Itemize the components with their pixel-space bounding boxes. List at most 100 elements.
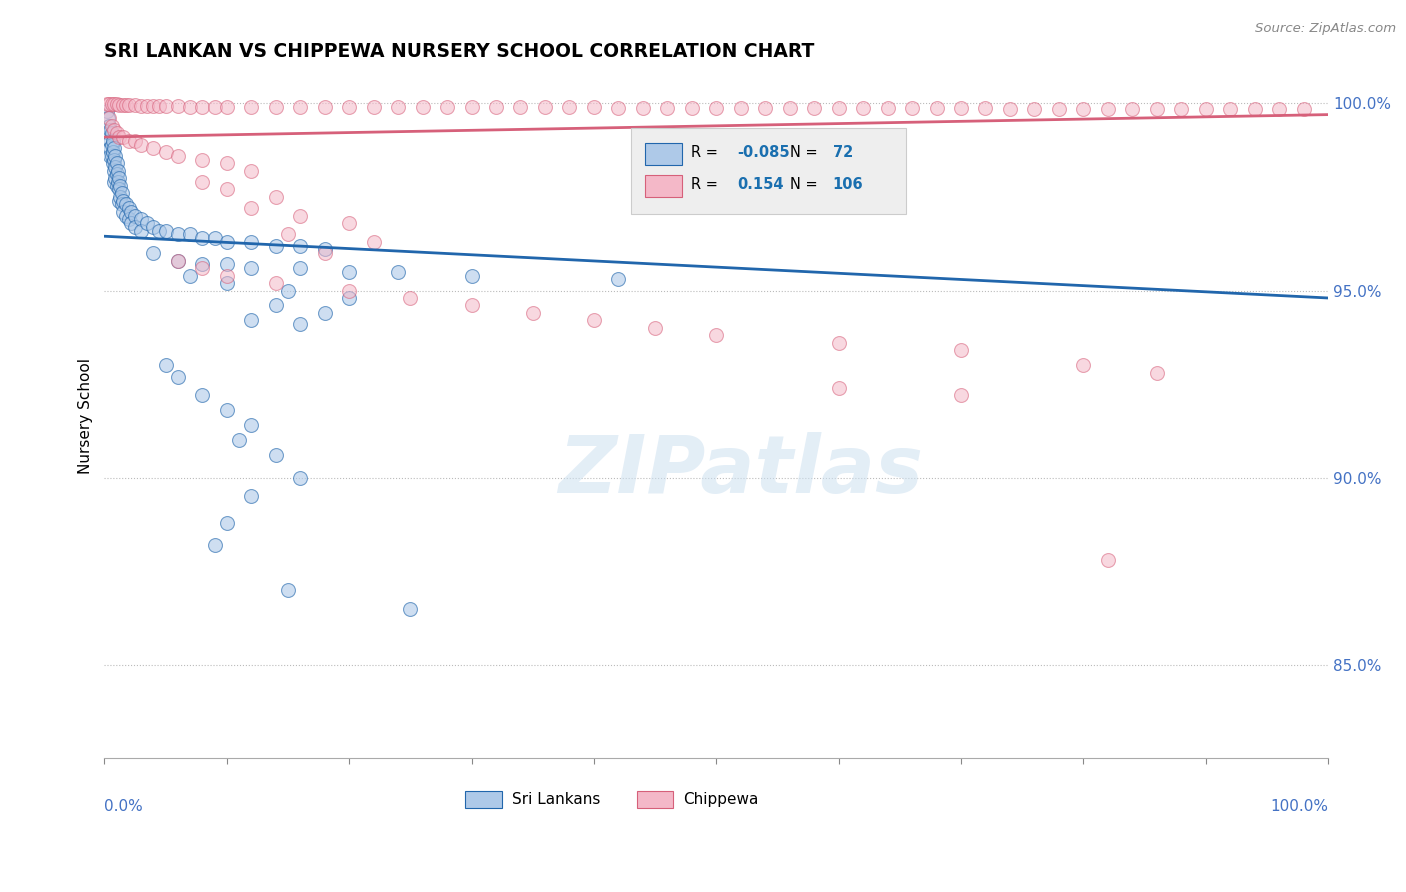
Point: [104, 149, 127, 163]
Point: [215, 516, 238, 530]
Point: [277, 582, 299, 597]
Point: [264, 276, 287, 290]
Point: [704, 328, 727, 343]
Text: Sri Lankans: Sri Lankans: [512, 792, 600, 807]
Point: [118, 201, 141, 215]
Text: ZIPatlas: ZIPatlas: [558, 432, 924, 509]
Point: [1121, 102, 1143, 116]
Point: [485, 100, 508, 114]
Point: [240, 313, 263, 327]
Point: [827, 381, 849, 395]
Point: [110, 186, 132, 201]
Point: [100, 137, 122, 152]
Point: [582, 100, 605, 114]
Point: [204, 538, 226, 552]
Point: [129, 212, 152, 227]
Point: [96, 103, 118, 118]
Text: 72: 72: [832, 145, 853, 160]
Point: [118, 134, 141, 148]
Point: [136, 216, 159, 230]
Point: [105, 178, 128, 193]
Point: [97, 112, 120, 126]
Point: [129, 137, 152, 152]
Text: 100.0%: 100.0%: [1270, 799, 1329, 814]
Text: R =: R =: [690, 177, 723, 192]
Point: [103, 153, 125, 167]
Point: [155, 224, 177, 238]
Point: [136, 99, 159, 113]
Point: [107, 163, 129, 178]
Point: [950, 388, 973, 402]
Point: [337, 265, 360, 279]
Point: [105, 97, 128, 112]
Point: [155, 145, 177, 159]
Point: [103, 97, 125, 112]
Point: [100, 149, 122, 163]
Bar: [637, 790, 673, 807]
Text: N =: N =: [790, 145, 823, 160]
Point: [264, 448, 287, 462]
Point: [290, 470, 312, 484]
Point: [240, 418, 263, 433]
Point: [166, 227, 188, 242]
Point: [155, 359, 177, 373]
Point: [657, 101, 679, 115]
Point: [290, 238, 312, 252]
Point: [215, 182, 238, 196]
Point: [108, 194, 131, 208]
Point: [974, 101, 997, 115]
Point: [950, 343, 973, 358]
Point: [142, 246, 165, 260]
Point: [129, 98, 152, 112]
Point: [314, 243, 336, 257]
Point: [107, 175, 129, 189]
Point: [179, 268, 201, 283]
Point: [103, 122, 125, 136]
Point: [118, 98, 141, 112]
Point: [129, 224, 152, 238]
Point: [105, 156, 128, 170]
Point: [337, 291, 360, 305]
Point: [704, 101, 727, 115]
Point: [166, 149, 188, 163]
Point: [509, 100, 531, 114]
Text: R =: R =: [690, 145, 723, 160]
Point: [264, 100, 287, 114]
Point: [1097, 102, 1119, 116]
Point: [1243, 102, 1265, 116]
Point: [215, 100, 238, 114]
Point: [104, 160, 127, 174]
Point: [215, 156, 238, 170]
Point: [124, 219, 146, 234]
Point: [166, 369, 188, 384]
Point: [191, 231, 214, 245]
Point: [631, 101, 654, 115]
Point: [950, 101, 973, 115]
Point: [108, 130, 131, 145]
Text: Source: ZipAtlas.com: Source: ZipAtlas.com: [1256, 22, 1396, 36]
Point: [215, 257, 238, 271]
Point: [240, 235, 263, 249]
Point: [111, 194, 134, 208]
Point: [337, 284, 360, 298]
Point: [460, 100, 482, 114]
Text: 0.0%: 0.0%: [104, 799, 143, 814]
Point: [124, 209, 146, 223]
Point: [115, 98, 138, 112]
Point: [1268, 102, 1291, 116]
Point: [681, 101, 703, 115]
Point: [240, 489, 263, 503]
Point: [1097, 553, 1119, 567]
Point: [204, 100, 226, 114]
Point: [100, 134, 122, 148]
Point: [412, 100, 434, 114]
Point: [115, 209, 138, 223]
Point: [110, 190, 132, 204]
Point: [110, 197, 132, 211]
Point: [337, 216, 360, 230]
Point: [100, 149, 122, 163]
Point: [100, 97, 122, 112]
Point: [290, 261, 312, 276]
Y-axis label: Nursery School: Nursery School: [79, 358, 93, 474]
Point: [240, 163, 263, 178]
